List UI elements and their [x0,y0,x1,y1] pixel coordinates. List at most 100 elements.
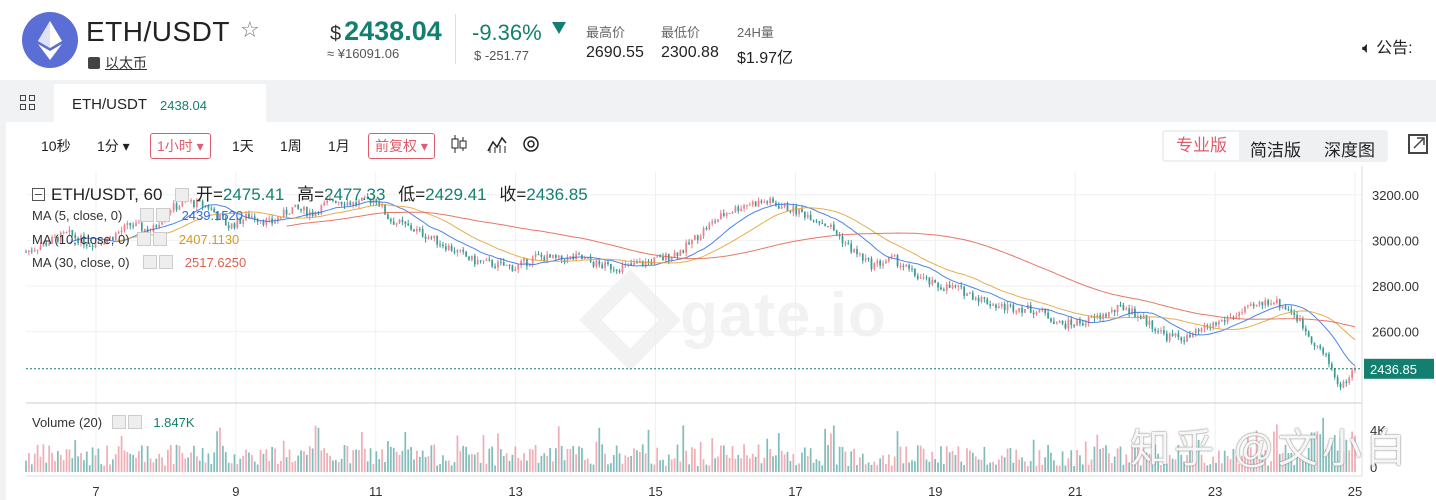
candle-body [812,220,815,222]
volume-bar [1223,450,1226,472]
volume-bar [1102,447,1104,472]
candle-body [1067,319,1070,329]
volume-bar [1145,452,1148,472]
adjust-select[interactable]: 前复权 ▾ [368,133,435,159]
volume-bar [1070,450,1073,472]
volume-bar [1325,449,1327,472]
candle-body [1012,304,1015,312]
volume-bar [358,450,360,472]
volume-bar [1047,444,1049,472]
candle-body [942,289,945,291]
last-price-label: 2436.85 [1370,362,1417,377]
grid-layout-icon[interactable] [20,95,36,111]
volume-bar [242,455,245,472]
candle-body [595,261,598,267]
volume-bar [983,446,986,472]
fullscreen-icon[interactable] [1408,134,1428,154]
candle-type-icon[interactable] [450,134,468,157]
volume-bar [439,463,441,472]
tab-eth-usdt[interactable]: ETH/USDT 2438.04 [54,84,266,122]
volume-bar [135,457,137,472]
volume-bar [583,460,586,472]
volume-bar [123,450,126,472]
interval-1d[interactable]: 1天 [232,138,254,154]
volume-bar [916,445,919,472]
interval-1m[interactable]: 1分 ▾ [97,138,130,154]
interval-10s[interactable]: 10秒 [41,138,71,154]
pair-title: ETH/USDT [86,16,230,47]
candle-body [1125,308,1128,310]
candle-body [598,261,601,265]
volume-bar [887,454,890,472]
tab-simple[interactable]: 简洁版 [1250,141,1301,160]
candle-body [288,213,291,215]
candle-body [114,233,117,241]
candle-body [497,261,499,268]
favorite-star-icon[interactable]: ☆ [240,17,260,42]
candle-body [728,213,731,215]
interval-1mo[interactable]: 1月 [328,138,350,154]
candle-body [175,203,178,210]
coin-name-link[interactable]: 以太币 [88,53,147,73]
chart-legend-title: ETH/USDT, 60 开=2475.41 高=2477.33 低=2429.… [32,180,588,205]
volume-bar [71,458,74,472]
volume-bar [294,461,297,472]
volume-bar [1021,457,1023,472]
volume-bar [824,428,827,472]
candle-body [656,256,659,258]
candle-body [447,245,450,250]
candle-body [485,259,488,261]
volume-bar [505,453,508,472]
candle-body [951,285,954,288]
collapse-icon[interactable] [32,188,45,201]
interval-1w[interactable]: 1周 [280,138,302,154]
candle-body [1264,300,1267,306]
change-percent: -9.36% [472,20,542,45]
volume-bar [250,455,253,472]
tab-pro[interactable]: 专业版 [1164,132,1239,160]
x-tick-label: 15 [648,484,662,499]
candle-body [410,225,412,230]
candle-body [566,256,569,263]
volume-bar [879,458,882,472]
candle-body [517,264,520,270]
volume-bar [1270,461,1272,472]
y-tick-label: 2800.00 [1372,279,1419,294]
volume-bar [1330,440,1333,472]
volume-bar [227,462,230,472]
volume-bar [861,453,864,472]
candle-body [592,261,595,267]
volume-bar [1160,464,1162,472]
candle-body [526,258,528,266]
settings-icon[interactable] [175,188,190,202]
volume-bar [688,464,690,472]
tab-depth[interactable]: 深度图 [1324,141,1375,160]
volume-bar [274,448,276,472]
notice[interactable]: 🔈︎ 公告: [1362,40,1413,57]
interval-1h[interactable]: 1小时 ▾ [150,133,211,159]
volume-bar [334,459,337,472]
candle-body [971,292,974,300]
candle-body [1151,320,1154,330]
candle-body [343,204,346,206]
volume-bar [986,464,989,472]
volume-bar [74,440,77,472]
settings-icon[interactable] [522,135,540,156]
candle-body [1275,299,1278,304]
candle-body [314,212,317,216]
candle-body [476,260,479,265]
volume-bar [54,461,56,472]
x-tick-label: 7 [92,484,99,499]
candle-body [1006,304,1009,311]
indicators-icon[interactable] [487,134,507,157]
candle-body [870,258,873,270]
candle-body [1354,368,1356,371]
volume-bar [821,465,824,472]
volume-bar [494,465,496,472]
volume-bar [633,448,635,472]
volume-bar [473,454,476,472]
volume-bar [966,448,968,472]
volume-bar [1003,457,1006,472]
volume-bar [1180,454,1183,472]
